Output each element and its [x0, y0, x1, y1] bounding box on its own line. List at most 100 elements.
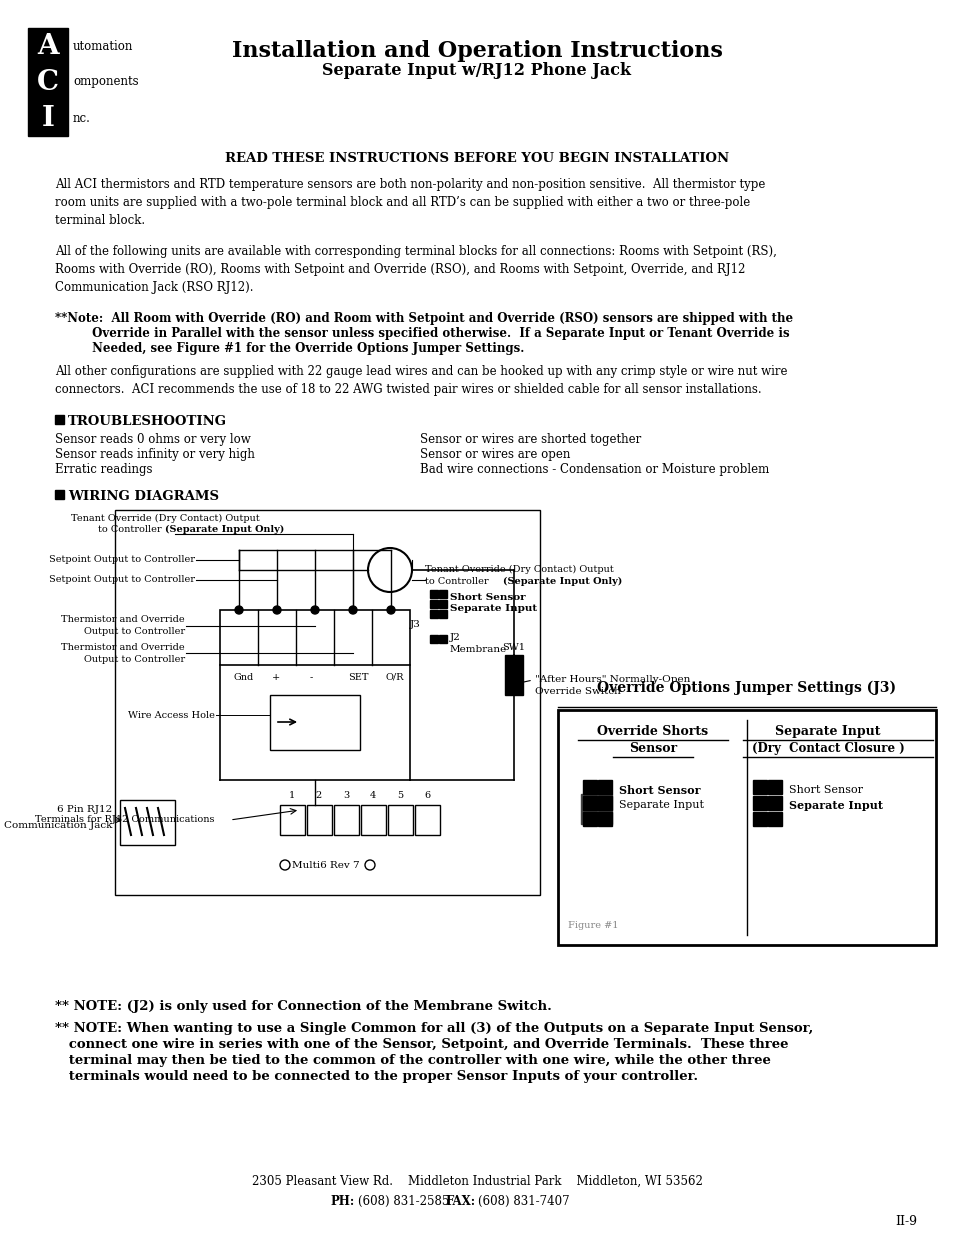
Text: Separate Input: Separate Input — [618, 800, 703, 810]
Bar — [438, 610, 447, 618]
Bar — [415, 805, 439, 835]
Bar — [558, 710, 935, 945]
Text: (Separate Input Only): (Separate Input Only) — [165, 525, 284, 534]
Text: terminal may then be tied to the common of the controller with one wire, while t: terminal may then be tied to the common … — [55, 1053, 770, 1067]
Text: SW1: SW1 — [501, 643, 524, 652]
Text: Separate Input: Separate Input — [788, 800, 882, 811]
Text: nc.: nc. — [73, 111, 91, 125]
Text: "After Hours" Normally-Open: "After Hours" Normally-Open — [535, 676, 690, 684]
Text: O/R: O/R — [386, 673, 404, 682]
Text: Short Sensor: Short Sensor — [788, 785, 862, 795]
Text: All of the following units are available with corresponding terminal blocks for : All of the following units are available… — [55, 245, 776, 294]
Bar — [582, 797, 597, 810]
Text: utomation: utomation — [73, 40, 133, 53]
Text: WIRING DIAGRAMS: WIRING DIAGRAMS — [68, 490, 219, 503]
Bar — [752, 797, 766, 810]
Text: to Controller: to Controller — [98, 525, 165, 534]
Text: Communication Jack: Communication Jack — [4, 820, 112, 830]
Bar — [598, 781, 612, 794]
Bar — [388, 805, 413, 835]
Bar — [430, 600, 437, 608]
Text: 6: 6 — [423, 790, 430, 800]
Bar — [767, 781, 781, 794]
Text: J3: J3 — [410, 620, 420, 629]
Text: Needed, see Figure #1 for the Override Options Jumper Settings.: Needed, see Figure #1 for the Override O… — [55, 342, 524, 354]
Text: Installation and Operation Instructions: Installation and Operation Instructions — [232, 40, 721, 62]
Text: Bad wire connections - Condensation or Moisture problem: Bad wire connections - Condensation or M… — [419, 463, 768, 475]
Text: Sensor reads 0 ohms or very low: Sensor reads 0 ohms or very low — [55, 433, 251, 446]
Text: All ACI thermistors and RTD temperature sensors are both non-polarity and non-po: All ACI thermistors and RTD temperature … — [55, 178, 764, 227]
Text: Wire Access Hole: Wire Access Hole — [128, 710, 214, 720]
Text: A: A — [37, 32, 59, 59]
Bar — [430, 635, 437, 643]
Bar — [752, 811, 766, 826]
Text: SET: SET — [348, 673, 368, 682]
Bar — [504, 655, 522, 695]
Text: TROUBLESHOOTING: TROUBLESHOOTING — [68, 415, 227, 429]
Text: Sensor or wires are shorted together: Sensor or wires are shorted together — [419, 433, 640, 446]
Text: **Note:  All Room with Override (RO) and Room with Setpoint and Override (RSO) s: **Note: All Room with Override (RO) and … — [55, 312, 792, 325]
Bar — [120, 800, 174, 845]
Bar — [580, 794, 612, 824]
Text: Override Shorts: Override Shorts — [597, 725, 708, 739]
Text: terminals would need to be connected to the proper Sensor Inputs of your control: terminals would need to be connected to … — [55, 1070, 698, 1083]
Bar — [270, 695, 359, 750]
Text: Gnd: Gnd — [233, 673, 254, 682]
Bar — [334, 805, 358, 835]
Text: J2: J2 — [450, 634, 460, 642]
Text: Tenant Override (Dry Contact) Output: Tenant Override (Dry Contact) Output — [424, 564, 613, 574]
Text: Multi6 Rev 7: Multi6 Rev 7 — [292, 861, 359, 869]
Bar — [28, 28, 68, 136]
Text: 6 Pin RJ12: 6 Pin RJ12 — [56, 805, 112, 815]
Bar — [767, 797, 781, 810]
Text: (608) 831-2585: (608) 831-2585 — [357, 1195, 449, 1208]
Bar — [220, 610, 410, 664]
Bar — [438, 635, 447, 643]
Text: Output to Controller: Output to Controller — [84, 655, 185, 663]
Circle shape — [349, 606, 356, 614]
Text: Terminals for RJ12 Communications: Terminals for RJ12 Communications — [35, 815, 214, 825]
Text: Override Switch: Override Switch — [535, 687, 620, 697]
Bar — [430, 610, 437, 618]
Text: Short Sensor: Short Sensor — [450, 593, 525, 601]
Bar — [115, 510, 539, 895]
Text: +: + — [272, 673, 280, 682]
Text: Thermistor and Override: Thermistor and Override — [61, 615, 185, 625]
Text: C: C — [37, 68, 59, 95]
Bar — [598, 797, 612, 810]
Text: I: I — [42, 105, 54, 131]
Bar — [55, 415, 64, 424]
Text: 4: 4 — [370, 790, 375, 800]
Text: Separate Input: Separate Input — [450, 604, 537, 613]
Text: Tenant Override (Dry Contact) Output: Tenant Override (Dry Contact) Output — [71, 514, 259, 522]
Text: Sensor or wires are open: Sensor or wires are open — [419, 448, 570, 461]
Text: (Dry  Contact Closure ): (Dry Contact Closure ) — [751, 742, 903, 755]
Text: 2305 Pleasant View Rd.    Middleton Industrial Park    Middleton, WI 53562: 2305 Pleasant View Rd. Middleton Industr… — [252, 1174, 701, 1188]
Text: Override Options Jumper Settings (J3): Override Options Jumper Settings (J3) — [597, 680, 896, 695]
Text: Sensor: Sensor — [628, 742, 677, 755]
Text: -: - — [310, 673, 313, 682]
Text: to Controller: to Controller — [424, 577, 491, 585]
Text: READ THESE INSTRUCTIONS BEFORE YOU BEGIN INSTALLATION: READ THESE INSTRUCTIONS BEFORE YOU BEGIN… — [225, 152, 728, 165]
Text: 1: 1 — [289, 790, 294, 800]
Text: Output to Controller: Output to Controller — [84, 627, 185, 636]
Text: connect one wire in series with one of the Sensor, Setpoint, and Override Termin: connect one wire in series with one of t… — [55, 1037, 788, 1051]
Text: Thermistor and Override: Thermistor and Override — [61, 642, 185, 652]
Text: Separate Input w/RJ12 Phone Jack: Separate Input w/RJ12 Phone Jack — [322, 62, 631, 79]
Bar — [360, 805, 386, 835]
Bar — [598, 811, 612, 826]
Text: 2: 2 — [315, 790, 322, 800]
Circle shape — [273, 606, 281, 614]
Bar — [438, 600, 447, 608]
Bar — [438, 590, 447, 598]
Text: Erratic readings: Erratic readings — [55, 463, 152, 475]
Text: FAX:: FAX: — [444, 1195, 475, 1208]
Text: ** NOTE: (J2) is only used for Connection of the Membrane Switch.: ** NOTE: (J2) is only used for Connectio… — [55, 1000, 551, 1013]
Text: ** NOTE: When wanting to use a Single Common for all (3) of the Outputs on a Sep: ** NOTE: When wanting to use a Single Co… — [55, 1023, 812, 1035]
Text: (Separate Input Only): (Separate Input Only) — [502, 577, 621, 587]
Text: Override in Parallel with the sensor unless specified otherwise.  If a Separate : Override in Parallel with the sensor unl… — [55, 327, 789, 340]
Text: (608) 831-7407: (608) 831-7407 — [477, 1195, 569, 1208]
Bar — [750, 792, 781, 823]
Bar — [307, 805, 332, 835]
Bar — [430, 590, 437, 598]
